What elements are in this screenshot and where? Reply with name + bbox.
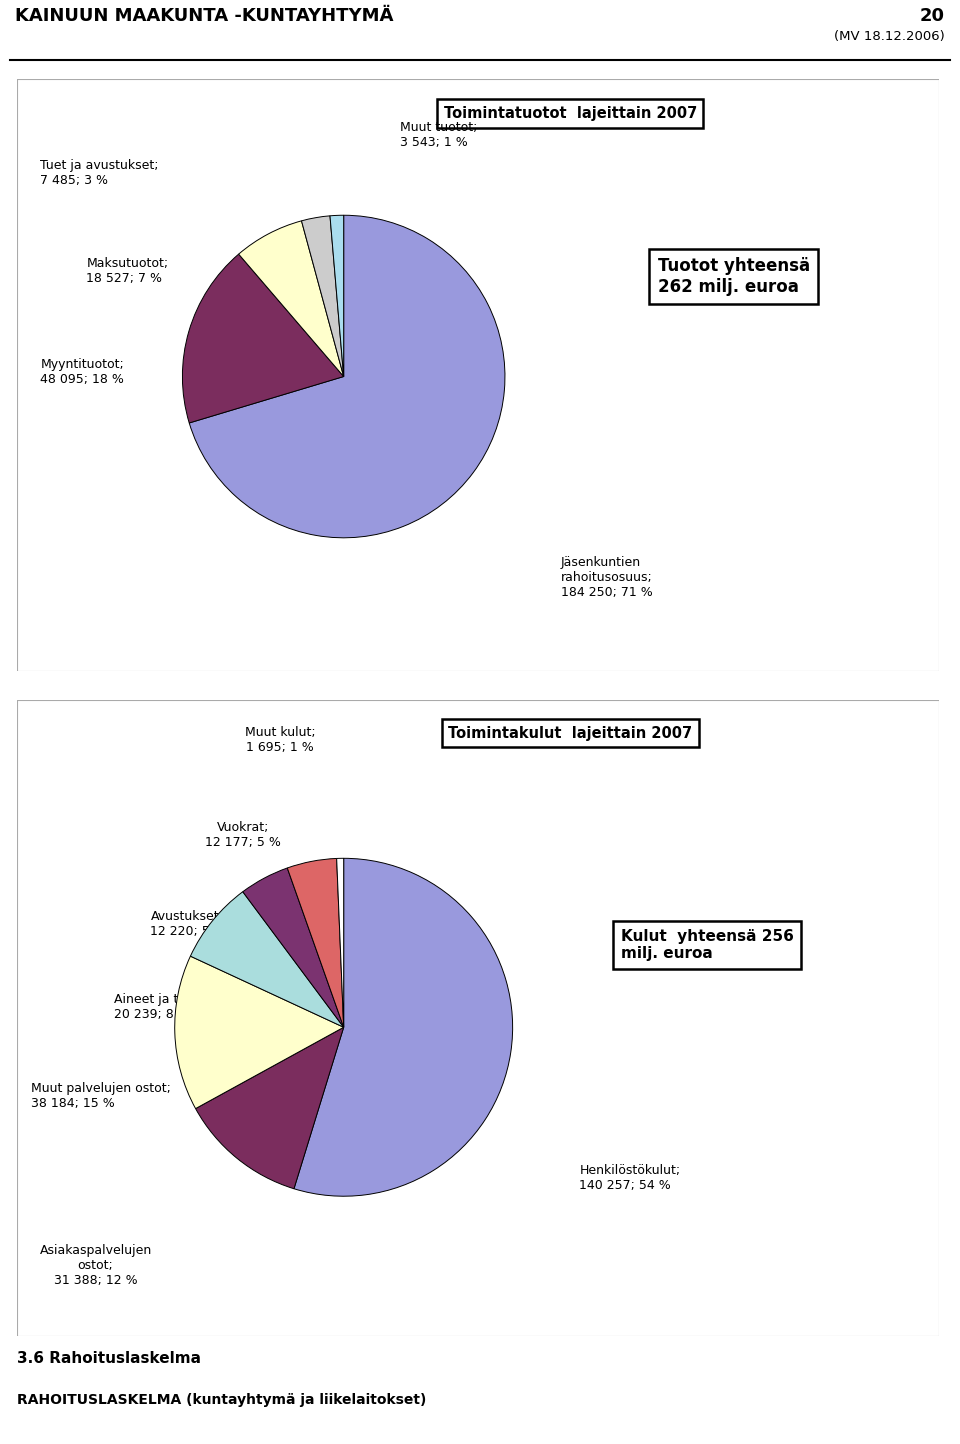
Wedge shape: [196, 1027, 344, 1188]
Text: Kulut  yhteensä 256
milj. euroa: Kulut yhteensä 256 milj. euroa: [621, 928, 794, 962]
Text: 20: 20: [920, 7, 945, 25]
Text: Vuokrat;
12 177; 5 %: Vuokrat; 12 177; 5 %: [205, 822, 281, 849]
Wedge shape: [182, 254, 344, 423]
Wedge shape: [287, 858, 344, 1027]
Text: Myyntituotot;
48 095; 18 %: Myyntituotot; 48 095; 18 %: [40, 358, 124, 386]
Text: Muut palvelujen ostot;
38 184; 15 %: Muut palvelujen ostot; 38 184; 15 %: [31, 1082, 171, 1109]
Text: 3.6 Rahoituslaskelma: 3.6 Rahoituslaskelma: [17, 1352, 202, 1366]
Text: Asiakaspalvelujen
ostot;
31 388; 12 %: Asiakaspalvelujen ostot; 31 388; 12 %: [39, 1243, 152, 1287]
Text: Muut kulut;
1 695; 1 %: Muut kulut; 1 695; 1 %: [245, 726, 315, 754]
Text: Tuotot yhteensä
262 milj. euroa: Tuotot yhteensä 262 milj. euroa: [658, 257, 810, 296]
Wedge shape: [239, 221, 344, 377]
Wedge shape: [190, 892, 344, 1027]
Text: Henkilöstökulut;
140 257; 54 %: Henkilöstökulut; 140 257; 54 %: [580, 1164, 681, 1193]
Wedge shape: [301, 215, 344, 377]
Text: Jäsenkuntien
rahoitusosuus;
184 250; 71 %: Jäsenkuntien rahoitusosuus; 184 250; 71 …: [561, 556, 653, 599]
Wedge shape: [243, 868, 344, 1027]
Wedge shape: [189, 215, 505, 537]
Wedge shape: [294, 858, 513, 1196]
Text: Avustukset;
12 220; 5 %: Avustukset; 12 220; 5 %: [150, 910, 226, 939]
Text: (MV 18.12.2006): (MV 18.12.2006): [834, 30, 945, 43]
Text: RAHOITUSLASKELMA (kuntayhtymä ja liikelaitokset): RAHOITUSLASKELMA (kuntayhtymä ja liikela…: [17, 1393, 426, 1408]
Text: Toimintatuotot  lajeittain 2007: Toimintatuotot lajeittain 2007: [444, 105, 697, 121]
Text: Muut tuotot;
3 543; 1 %: Muut tuotot; 3 543; 1 %: [399, 121, 477, 149]
Text: KAINUUN MAAKUNTA -KUNTAYHTYMÄ: KAINUUN MAAKUNTA -KUNTAYHTYMÄ: [15, 7, 394, 25]
Text: Toimintakulut  lajeittain 2007: Toimintakulut lajeittain 2007: [448, 726, 692, 741]
Text: Aineet ja tavarat;
20 239; 8 %: Aineet ja tavarat; 20 239; 8 %: [114, 992, 224, 1021]
Wedge shape: [330, 215, 344, 377]
Text: Tuet ja avustukset;
7 485; 3 %: Tuet ja avustukset; 7 485; 3 %: [40, 159, 158, 188]
Wedge shape: [175, 956, 344, 1109]
Wedge shape: [337, 858, 344, 1027]
Text: Maksutuotot;
18 527; 7 %: Maksutuotot; 18 527; 7 %: [86, 257, 169, 284]
